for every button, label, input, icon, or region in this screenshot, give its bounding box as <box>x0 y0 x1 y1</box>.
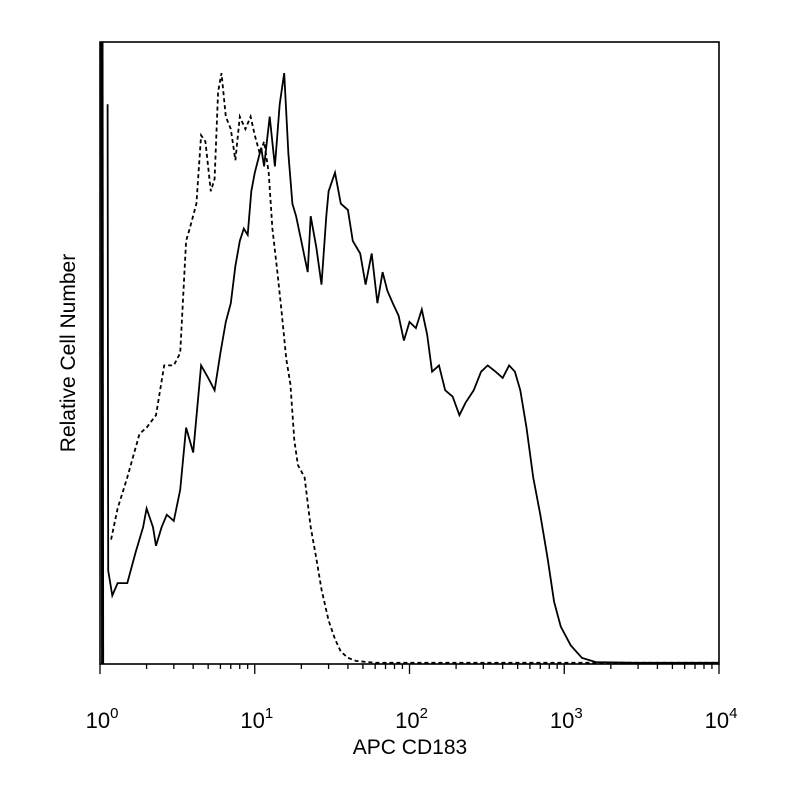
x-tick-label-3: 103 <box>550 705 583 733</box>
x-axis-label: APC CD183 <box>353 736 467 759</box>
y-axis-label: Relative Cell Number <box>57 254 80 452</box>
x-tick-label-1: 101 <box>240 705 273 733</box>
x-tick-label-0: 100 <box>86 705 119 733</box>
x-tick-label-2: 102 <box>395 705 428 733</box>
plot-frame <box>99 41 720 665</box>
solid-histogram-line-2 <box>100 41 105 665</box>
x-tick-label-4: 104 <box>705 705 738 733</box>
solid-histogram-line-0 <box>106 72 719 664</box>
x-axis-ticks <box>99 664 720 674</box>
x-axis-tick-labels: 100 101 102 103 104 <box>86 705 738 733</box>
plot-lines <box>100 41 719 665</box>
dashed-histogram-line-1 <box>110 72 719 664</box>
